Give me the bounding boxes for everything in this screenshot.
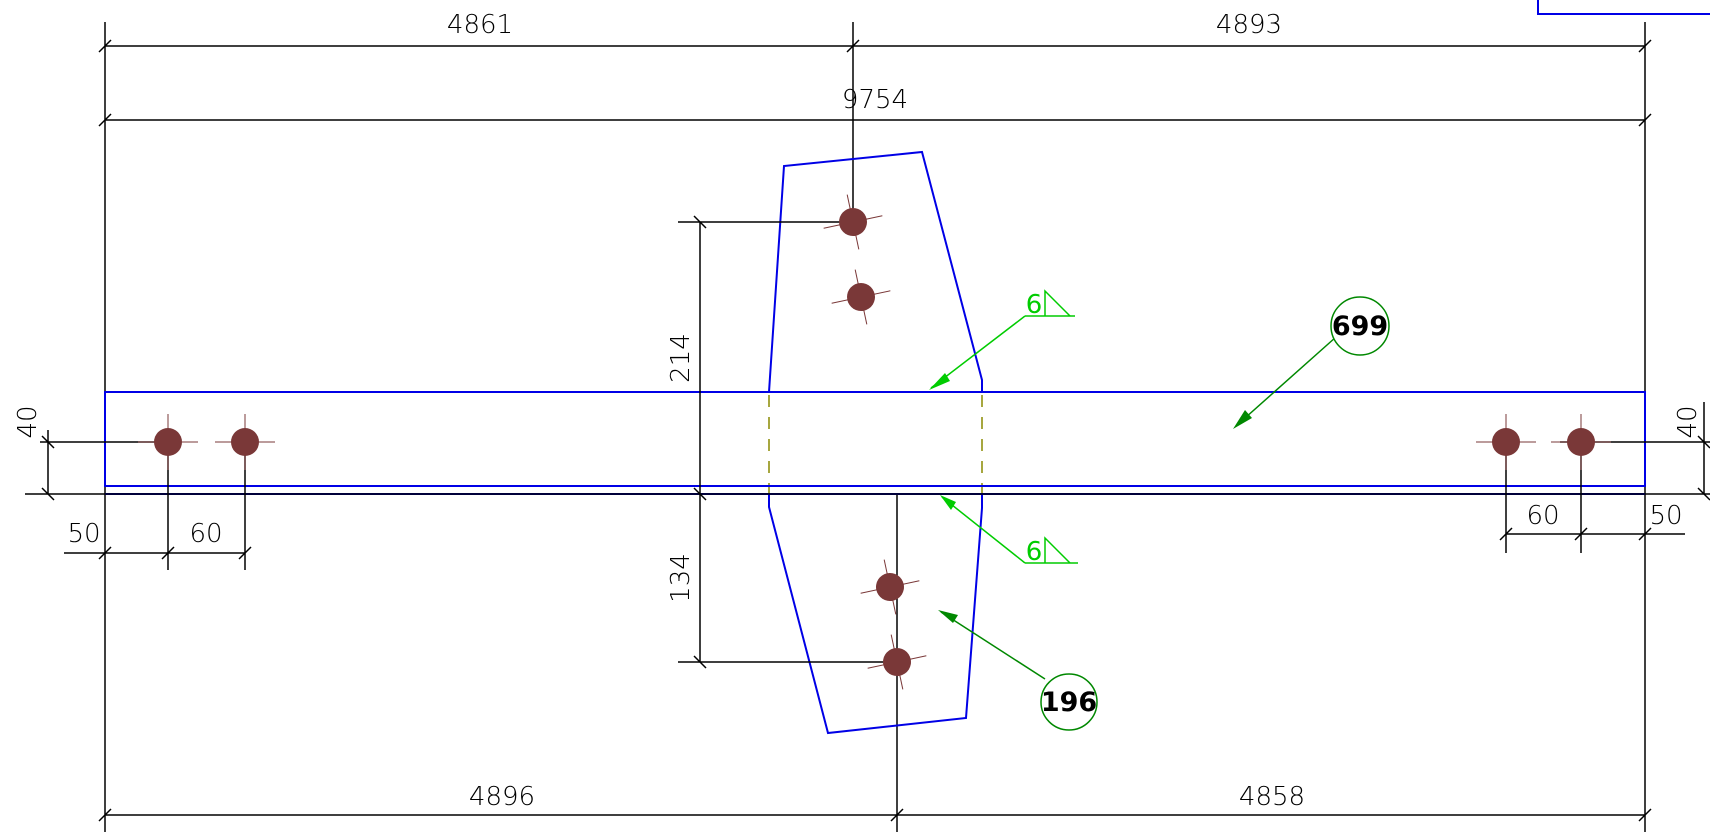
right-bolt-spacing (1499, 442, 1685, 553)
bolt-hole-icon (867, 634, 927, 690)
dim-end-right: 50 (1649, 501, 1682, 531)
weld-symbol-upper: 6 (929, 289, 1075, 390)
dim-edge-left: 40 (13, 405, 43, 438)
dim-bottom-right: 4858 (1239, 782, 1305, 812)
dim-end-left: 50 (67, 519, 100, 549)
dim-edge-right: 40 (1673, 405, 1703, 438)
bolt-hole-icon (831, 269, 891, 325)
adjacent-view-frame (1537, 0, 1710, 15)
dim-gusset-lower: 134 (666, 553, 696, 603)
dim-overall: 9754 (842, 85, 908, 115)
overall-dimension (98, 113, 1652, 127)
bolt-hole-icon (138, 414, 198, 470)
fillet-weld-icon (1044, 536, 1071, 564)
beam-flange (104, 391, 1646, 495)
dim-gusset-upper: 214 (666, 333, 696, 383)
weld-size-upper: 6 (1026, 290, 1043, 320)
gusset-hidden-edges (768, 395, 983, 493)
gusset-dimension (678, 215, 897, 669)
top-dimension-chain (98, 39, 1652, 53)
bolt-hole-icon (1476, 414, 1536, 470)
weld-symbol-lower: 6 (940, 495, 1078, 567)
tag-gusset-number: 196 (1041, 687, 1097, 718)
part-tag-beam: 699 (1233, 296, 1390, 429)
left-bolt-spacing (64, 442, 252, 570)
bottom-dimension-chain (98, 808, 1652, 822)
dim-pitch-right: 60 (1526, 501, 1559, 531)
bolt-hole-icon (215, 414, 275, 470)
dim-top-right: 4893 (1216, 10, 1282, 40)
bolt-holes (138, 194, 1611, 690)
bolt-hole-icon (1551, 414, 1611, 470)
extension-lines (104, 22, 1646, 832)
bolt-hole-icon (823, 194, 883, 250)
tag-beam-number: 699 (1332, 311, 1388, 342)
dim-pitch-left: 60 (189, 519, 222, 549)
dim-bottom-left: 4896 (469, 782, 535, 812)
dim-top-left: 4861 (447, 10, 513, 40)
gusset-plate (768, 150, 983, 735)
part-tag-gusset: 196 (938, 610, 1098, 731)
left-edge-dimension (40, 430, 155, 501)
weld-size-lower: 6 (1026, 537, 1043, 567)
fillet-weld-icon (1044, 289, 1071, 317)
bolt-hole-icon (860, 559, 920, 615)
